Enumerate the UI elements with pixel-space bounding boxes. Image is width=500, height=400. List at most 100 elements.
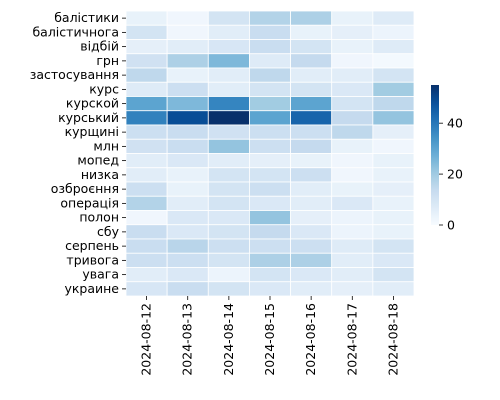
heatmap-cell [207, 224, 250, 240]
heatmap-cell [125, 53, 168, 69]
heatmap-cell [331, 138, 374, 154]
heatmap-cell [125, 81, 168, 97]
y-tick-label: озброєння [51, 181, 119, 196]
heatmap-cell [207, 67, 250, 83]
heatmap-cells [125, 10, 415, 297]
heatmap-cell [207, 281, 250, 297]
heatmap-cell [372, 195, 415, 211]
heatmap-cell [331, 67, 374, 83]
heatmap-cell [125, 281, 168, 297]
y-tick-label: сбу [97, 224, 120, 239]
heatmap-cell [372, 138, 415, 154]
heatmap-cell [331, 281, 374, 297]
heatmap-cell [372, 110, 415, 126]
heatmap-cell [331, 224, 374, 240]
heatmap-cell [166, 167, 209, 183]
heatmap-cell [249, 224, 291, 240]
heatmap-cell [249, 24, 291, 40]
heatmap-cell [372, 39, 415, 55]
heatmap-cell [207, 124, 250, 140]
heatmap-cell [372, 210, 415, 226]
heatmap-cell [249, 67, 291, 83]
heatmap-cell [166, 224, 209, 240]
heatmap-cell [249, 252, 291, 268]
y-tick-label: мопед [77, 153, 119, 168]
heatmap-cell [290, 67, 333, 83]
heatmap-cell [372, 10, 415, 26]
heatmap-cell [372, 252, 415, 268]
heatmap-cell [290, 96, 333, 112]
x-tick-label: 2024-08-18 [385, 303, 400, 376]
heatmap-cell [249, 138, 291, 154]
heatmap-cell [331, 39, 374, 55]
heatmap-cell [166, 252, 209, 268]
colorbar-tick-label: 40 [447, 116, 463, 131]
heatmap-cell [166, 138, 209, 154]
heatmap-cell [290, 195, 333, 211]
heatmap-cell [125, 267, 168, 283]
heatmap-cell [290, 10, 333, 26]
y-tick-label: балістичнога [32, 24, 119, 39]
heatmap-cell [249, 167, 291, 183]
y-tick-label: операція [60, 195, 119, 210]
heatmap-cell [207, 81, 250, 97]
y-tick-label: курс [89, 81, 119, 96]
heatmap-cell [166, 195, 209, 211]
x-tick-label: 2024-08-12 [139, 303, 154, 376]
heatmap-cell [290, 124, 333, 140]
heatmap-cell [331, 96, 374, 112]
heatmap-cell [249, 96, 291, 112]
heatmap-cell [331, 110, 374, 126]
heatmap-cell [331, 267, 374, 283]
heatmap-cell [290, 39, 333, 55]
heatmap-cell [166, 281, 209, 297]
heatmap-cell [166, 181, 209, 197]
heatmap-cell [207, 210, 250, 226]
heatmap-cell [125, 181, 168, 197]
heatmap-cell [372, 167, 415, 183]
heatmap-cell [249, 124, 291, 140]
y-tick-label: курський [58, 110, 119, 125]
heatmap-cell [290, 281, 333, 297]
heatmap-cell [125, 195, 168, 211]
heatmap-cell [207, 153, 250, 169]
heatmap-cell [331, 81, 374, 97]
heatmap-cell [290, 167, 333, 183]
heatmap-cell [207, 238, 250, 254]
heatmap-cell [331, 195, 374, 211]
y-tick-label: курской [66, 96, 119, 111]
heatmap-cell [372, 124, 415, 140]
heatmap-cell [125, 252, 168, 268]
y-tick-label: балістики [54, 10, 119, 25]
heatmap-cell [290, 110, 333, 126]
heatmap-cell [290, 252, 333, 268]
heatmap-cell [290, 224, 333, 240]
heatmap-cell [207, 181, 250, 197]
colorbar-gradient [431, 85, 439, 225]
heatmap-cell [125, 238, 168, 254]
heatmap-cell [125, 210, 168, 226]
heatmap-cell [207, 39, 250, 55]
x-tick-label: 2024-08-15 [262, 303, 277, 376]
heatmap-cell [125, 224, 168, 240]
y-tick-label: тривога [66, 252, 119, 267]
heatmap-cell [331, 181, 374, 197]
heatmap-cell [290, 238, 333, 254]
y-tick-label: низка [81, 167, 119, 182]
y-tick-label: полон [79, 210, 119, 225]
y-tick-label: застосування [30, 67, 119, 82]
heatmap-cell [166, 24, 209, 40]
heatmap-cell [166, 10, 209, 26]
heatmap-cell [372, 81, 415, 97]
heatmap-cell [290, 138, 333, 154]
heatmap-cell [207, 267, 250, 283]
heatmap-cell [372, 281, 415, 297]
heatmap-cell [166, 210, 209, 226]
heatmap-cell [290, 24, 333, 40]
heatmap-cell [372, 181, 415, 197]
heatmap-cell [166, 53, 209, 69]
heatmap-cell [166, 124, 209, 140]
heatmap-cell [125, 39, 168, 55]
colorbar-tick-label: 20 [447, 167, 463, 182]
heatmap-cell [125, 153, 168, 169]
